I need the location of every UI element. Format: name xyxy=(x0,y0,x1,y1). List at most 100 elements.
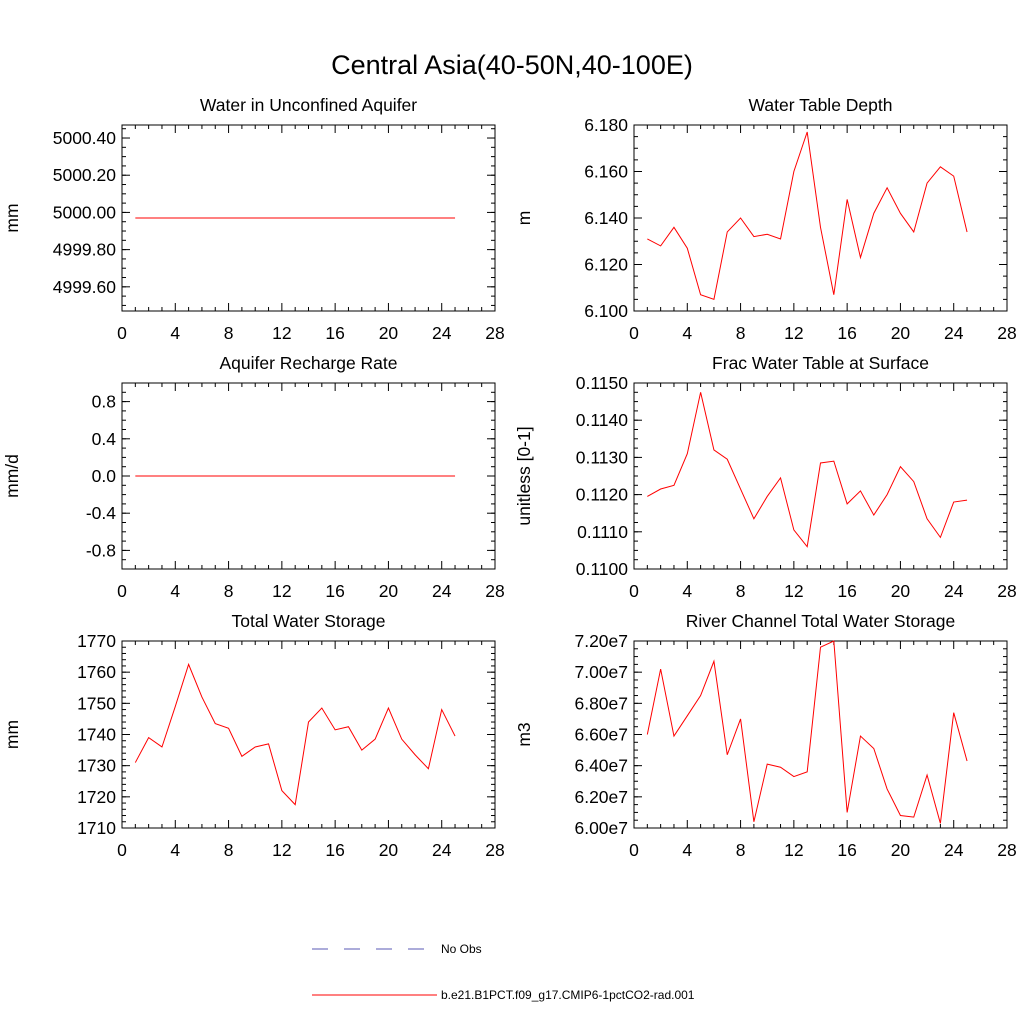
x-tick-label: 0 xyxy=(117,323,127,343)
x-tick-label: 28 xyxy=(485,323,504,343)
x-tick-label: 20 xyxy=(891,581,911,601)
y-tick-label: 0.1110 xyxy=(577,522,628,542)
panel-4: Frac Water Table at Surface unitless [0-1… xyxy=(514,353,1017,601)
series-line xyxy=(647,131,968,301)
y-tick-label: 0.1100 xyxy=(576,559,628,579)
series-line xyxy=(134,662,456,806)
y-tick-label: 1730 xyxy=(77,756,116,776)
series-line xyxy=(646,640,968,824)
x-tick-label: 16 xyxy=(837,581,856,601)
y-axis-label: mm xyxy=(2,203,22,232)
figure-title: Central Asia(40-50N,40-100E) xyxy=(331,50,693,80)
plot-frame xyxy=(633,124,1008,312)
x-tick-label: 24 xyxy=(432,840,452,860)
x-tick-label: 12 xyxy=(784,323,803,343)
x-tick-label: 8 xyxy=(736,581,746,601)
y-tick-label: 6.00e7 xyxy=(574,818,628,838)
x-tick-label: 28 xyxy=(485,581,504,601)
x-tick-label: 4 xyxy=(682,581,692,601)
x-tick-label: 0 xyxy=(629,840,639,860)
y-tick-label: 1740 xyxy=(77,725,116,745)
y-tick-label: 1760 xyxy=(77,662,116,682)
y-tick-label: 1750 xyxy=(77,693,116,713)
y-tick-label: 4999.60 xyxy=(53,277,117,297)
series-line xyxy=(647,392,968,548)
y-tick-label: 0.1120 xyxy=(576,485,628,505)
x-tick-label: 28 xyxy=(997,323,1016,343)
x-tick-label: 12 xyxy=(784,581,803,601)
x-tick-label: 24 xyxy=(432,323,452,343)
panel-2: Water Table Depth m 0 4 8 12 16 20 24 28 6.100 6.12… xyxy=(514,95,1017,343)
x-tick-label: 4 xyxy=(682,840,692,860)
panel-title: Total Water Storage xyxy=(231,611,385,631)
x-tick-label: 4 xyxy=(170,840,180,860)
y-tick-label: 7.20e7 xyxy=(574,631,628,651)
x-tick-label: 8 xyxy=(224,581,234,601)
x-tick-label: 24 xyxy=(944,840,964,860)
x-tick-label: 24 xyxy=(944,323,964,343)
y-tick-label: 5000.20 xyxy=(53,165,117,185)
plot-frame xyxy=(121,640,496,829)
y-tick-label: 6.80e7 xyxy=(574,693,628,713)
y-tick-label: 0.1140 xyxy=(576,410,628,430)
x-tick-label: 16 xyxy=(837,323,856,343)
y-tick-label: 0.4 xyxy=(92,429,117,449)
y-tick-label: 6.160 xyxy=(584,162,628,182)
x-tick-label: 0 xyxy=(117,581,127,601)
x-tick-label: 12 xyxy=(272,840,291,860)
x-tick-label: 24 xyxy=(432,581,452,601)
x-tick-label: 4 xyxy=(170,323,180,343)
x-tick-label: 16 xyxy=(837,840,856,860)
plot-frame xyxy=(633,382,1008,570)
panel-title: River Channel Total Water Storage xyxy=(686,611,955,631)
panel-title: Frac Water Table at Surface xyxy=(712,353,929,373)
y-tick-label: 6.20e7 xyxy=(574,787,628,807)
y-tick-label: 1710 xyxy=(77,818,116,838)
x-tick-label: 8 xyxy=(736,840,746,860)
x-tick-label: 28 xyxy=(485,840,504,860)
y-tick-label: 6.100 xyxy=(584,301,628,321)
x-tick-label: 20 xyxy=(891,323,911,343)
panel-5: Total Water Storage mm 0 4 8 12 16 20 24 28 1710 17… xyxy=(2,611,505,860)
x-tick-label: 20 xyxy=(891,840,911,860)
x-tick-label: 28 xyxy=(997,581,1016,601)
y-tick-label: -0.8 xyxy=(86,540,116,560)
x-tick-label: 20 xyxy=(379,840,399,860)
y-tick-label: 0.8 xyxy=(92,392,116,412)
legend: No Obs b.e21.B1PCT.f09_g17.CMIP6-1pctCO2… xyxy=(312,942,695,1002)
y-axis-label: mm xyxy=(2,720,22,749)
x-tick-label: 0 xyxy=(629,323,639,343)
panel-1: Water in Unconfined Aquifer mm 0 4 8 12 16 20 24… xyxy=(2,95,505,343)
y-axis-label: mm/d xyxy=(2,454,22,498)
y-tick-label: 4999.80 xyxy=(53,240,117,260)
y-tick-label: 0.1130 xyxy=(576,447,628,467)
panel-title: Aquifer Recharge Rate xyxy=(219,353,397,373)
y-tick-label: 0.0 xyxy=(92,466,117,486)
y-axis-label: m xyxy=(514,211,534,226)
legend-label-model-run: b.e21.B1PCT.f09_g17.CMIP6-1pctCO2-rad.00… xyxy=(441,988,695,1002)
x-tick-label: 24 xyxy=(944,581,964,601)
y-tick-label: 6.40e7 xyxy=(574,756,628,776)
panel-title: Water in Unconfined Aquifer xyxy=(200,95,417,115)
x-tick-label: 20 xyxy=(379,323,399,343)
x-tick-label: 8 xyxy=(224,323,234,343)
y-tick-label: 6.140 xyxy=(584,208,628,228)
panel-title: Water Table Depth xyxy=(749,95,893,115)
y-tick-label: -0.4 xyxy=(86,503,116,523)
x-tick-label: 0 xyxy=(117,840,127,860)
y-tick-label: 6.180 xyxy=(584,115,628,135)
y-tick-label: 6.120 xyxy=(584,255,628,275)
x-tick-label: 12 xyxy=(272,581,291,601)
x-tick-label: 8 xyxy=(224,840,234,860)
y-tick-label: 1720 xyxy=(77,787,116,807)
x-tick-label: 16 xyxy=(325,840,344,860)
x-tick-label: 28 xyxy=(997,840,1016,860)
x-tick-label: 12 xyxy=(272,323,291,343)
x-tick-label: 16 xyxy=(325,323,344,343)
x-tick-label: 20 xyxy=(379,581,399,601)
y-tick-label: 7.00e7 xyxy=(574,662,628,682)
y-tick-label: 0.1150 xyxy=(576,373,628,393)
panel-3: Aquifer Recharge Rate mm/d 0 4 8 12 16 20 24 28 -0… xyxy=(2,353,505,601)
x-tick-label: 8 xyxy=(736,323,746,343)
